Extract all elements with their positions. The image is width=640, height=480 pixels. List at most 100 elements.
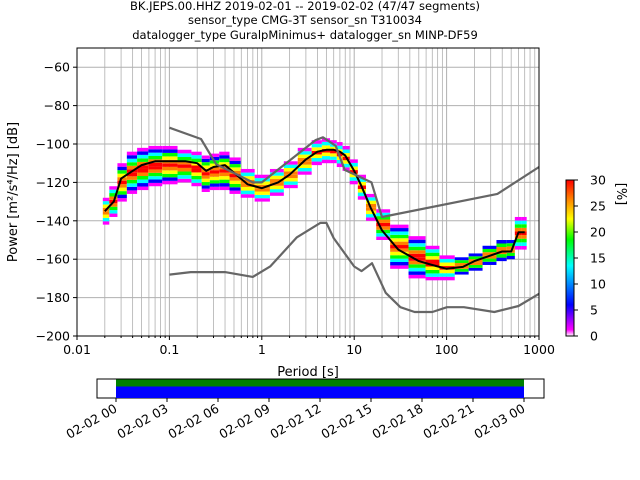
density-cell [408,271,426,275]
density-cell [109,206,118,211]
x-tick-label: 0.1 [159,342,179,357]
title-line-3: datalogger_type GuralpMinimus+ datalogge… [132,28,478,42]
density-cell [209,183,220,187]
density-cell [254,174,270,179]
density-cell [137,165,149,169]
density-cell [240,186,255,191]
density-cell [330,153,337,157]
colorbar-tick-label: 25 [590,199,606,214]
density-cell [357,192,366,197]
density-cell [269,185,284,190]
density-cell [126,162,138,166]
density-cell [376,226,391,230]
density-cell [425,269,440,274]
density-cell [506,252,515,256]
density-cell [357,174,366,179]
density-cell [229,177,241,181]
density-cell [126,186,138,191]
density-cell [376,236,391,240]
density-cell [269,175,284,180]
timeline-tick-label: 02-02 21 [420,401,476,442]
density-cell [336,159,343,164]
density-cell [514,242,522,246]
density-cell [321,159,331,164]
density-cell [311,161,322,166]
density-cell [219,158,230,163]
colorbar-ticks: 0 5 10 15 20 25 30 [574,173,606,344]
density-cell [117,184,127,188]
density-cell [240,168,255,173]
density-cell [439,255,455,259]
series-line-mode [104,148,525,270]
colorbar-tick-label: 15 [590,251,606,266]
density-cell [390,262,409,266]
density-cell [330,140,337,144]
density-cell [219,176,230,180]
density-cell [117,198,127,202]
density-cell [297,171,312,175]
density-cell [191,155,202,159]
density-cell [468,262,483,265]
density-cell [219,162,230,166]
density-cell [219,155,230,159]
timeline-tick-label: 02-02 03 [114,401,170,442]
density-cell [177,171,192,176]
density-cell [201,182,210,186]
y-tick-label: −200 [36,329,70,344]
density-cell [408,260,426,265]
density-cell [283,168,298,172]
density-cell [148,152,163,156]
density-cell [254,194,270,199]
density-cell [330,156,337,160]
timeline-tick-label: 02-02 06 [165,401,221,442]
density-cell [496,240,507,244]
density-cell [468,253,483,257]
density-cell [201,165,210,169]
density-cell [408,267,426,272]
density-cell [126,183,138,187]
density-cell [349,162,358,167]
density-cell [102,201,110,205]
timeline-tick-label: 02-02 00 [63,401,119,442]
density-cell [229,157,241,161]
density-cell [283,184,298,189]
x-tick-label: 100 [435,342,459,357]
density-cell [209,176,220,181]
density-cell [330,146,337,151]
density-cell [496,247,507,251]
density-cell [357,181,366,186]
title-line-2: sensor_type CMG-3T sensor_sn T310034 [188,13,422,27]
density-cell [482,255,497,259]
density-cell [229,164,241,168]
colorbar-tick-label: 0 [590,329,598,344]
density-cell [311,154,322,158]
density-cell [439,269,455,274]
density-cell [109,203,118,207]
density-cell [126,176,138,180]
density-cell [514,235,522,239]
timeline-tick-label: 02-02 18 [369,401,425,442]
density-cell [311,157,322,162]
series-lines [104,126,540,314]
density-cell [390,224,409,229]
density-cell [425,276,440,281]
density-cell [482,245,497,249]
density-cell [376,233,391,237]
density-cell [439,273,455,277]
density-cell [349,180,358,185]
density-cell [408,236,426,240]
density-cell [357,196,366,200]
density-cell [229,167,241,171]
y-axis: −60 −80 −100 −120 −140 −160 −180 −200 [36,60,77,344]
density-cell [376,219,391,223]
density-cell [109,186,118,190]
density-heatmap [102,138,527,281]
y-tick-label: −140 [36,213,70,228]
density-cell [137,154,149,159]
density-cell [269,172,284,176]
density-cell [506,240,515,244]
y-tick-label: −160 [36,252,70,267]
density-cell [342,160,350,164]
density-cell [425,252,440,257]
